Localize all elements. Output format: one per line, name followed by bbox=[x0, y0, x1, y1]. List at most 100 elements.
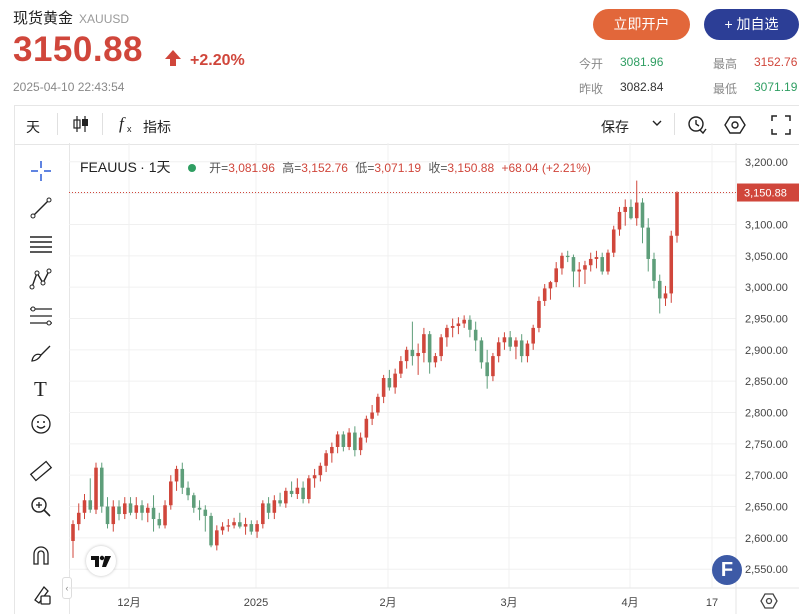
replay-icon[interactable] bbox=[686, 114, 708, 141]
candle-body bbox=[255, 524, 259, 532]
candle-body bbox=[479, 340, 484, 363]
svg-text:T: T bbox=[34, 377, 47, 400]
candle-body bbox=[416, 352, 420, 357]
candle-body bbox=[82, 500, 87, 513]
candle-body bbox=[548, 282, 553, 289]
candle-body bbox=[583, 265, 587, 270]
candle-body bbox=[220, 526, 225, 531]
candle-body bbox=[427, 334, 432, 363]
svg-text:f: f bbox=[119, 114, 126, 133]
candle-body bbox=[330, 446, 334, 454]
x-tick-label: 17 bbox=[706, 597, 718, 609]
low-label: 最低 bbox=[713, 82, 738, 96]
fib-retracement-icon[interactable] bbox=[27, 302, 55, 330]
fullscreen-icon[interactable] bbox=[770, 114, 792, 141]
crosshair-icon[interactable] bbox=[27, 157, 55, 185]
low-value: 3071.19 bbox=[754, 80, 798, 94]
interval-selector[interactable]: 天 bbox=[26, 119, 40, 135]
candle-body bbox=[117, 506, 121, 515]
candle-body bbox=[433, 356, 438, 363]
x-tick-label: 2025 bbox=[244, 597, 268, 609]
candle-body bbox=[71, 524, 75, 541]
candle-body bbox=[318, 465, 323, 476]
candle-body bbox=[134, 505, 139, 513]
x-tick-label: 2月 bbox=[379, 597, 396, 609]
candle-body bbox=[266, 503, 271, 513]
candle-body bbox=[485, 362, 489, 377]
candle-body bbox=[606, 252, 610, 272]
candle-body bbox=[629, 206, 633, 219]
candle-body bbox=[174, 468, 179, 482]
toolbar-divider bbox=[57, 113, 58, 135]
toolbar-divider bbox=[102, 113, 103, 135]
x-tick-label: 3月 bbox=[500, 597, 517, 609]
candle-body bbox=[565, 255, 570, 258]
horizontal-lines-icon[interactable] bbox=[27, 229, 55, 257]
brush-icon[interactable] bbox=[27, 339, 55, 367]
y-tick-label: 2,900.00 bbox=[745, 345, 788, 357]
indicators-button[interactable]: 指标 bbox=[143, 119, 171, 135]
pattern-icon[interactable] bbox=[27, 265, 55, 293]
candle-body bbox=[600, 257, 605, 272]
y-tick-label: 2,700.00 bbox=[745, 470, 788, 482]
candle-body bbox=[364, 418, 369, 438]
candle-body bbox=[215, 530, 219, 546]
series-name: FEAUUS bbox=[80, 159, 137, 175]
current-price: 3150.88 bbox=[13, 30, 144, 69]
y-tick-label: 3,200.00 bbox=[745, 157, 788, 169]
chart-settings-icon[interactable] bbox=[760, 592, 778, 615]
candle-body bbox=[663, 293, 668, 299]
text-tool-icon[interactable]: T bbox=[27, 374, 55, 402]
candle-body bbox=[594, 257, 599, 259]
y-tick-label: 3,100.00 bbox=[745, 219, 788, 231]
candle-body bbox=[324, 453, 328, 466]
save-button[interactable]: 保存 bbox=[601, 119, 629, 135]
candle-body bbox=[243, 524, 248, 527]
candle-body bbox=[312, 475, 317, 479]
ruler-icon[interactable] bbox=[27, 457, 55, 485]
candle-body bbox=[675, 192, 679, 236]
candle-body bbox=[128, 503, 133, 513]
candle-body bbox=[335, 434, 340, 447]
instrument-title: 现货黄金 XAUUSD bbox=[13, 7, 129, 28]
candle-type-icon[interactable] bbox=[72, 114, 90, 139]
magnet-icon[interactable] bbox=[27, 542, 55, 570]
candle-body bbox=[94, 467, 98, 510]
candle-body bbox=[249, 524, 254, 532]
add-watchlist-button[interactable]: + 加自选 bbox=[704, 9, 799, 40]
lock-drawing-icon[interactable] bbox=[27, 580, 55, 608]
candle-body bbox=[111, 506, 116, 525]
candle-body bbox=[197, 507, 202, 510]
high-label: 最高 bbox=[713, 57, 738, 71]
emoji-icon[interactable] bbox=[27, 410, 55, 438]
x-tick-label: 12月 bbox=[117, 597, 140, 609]
chevron-down-icon[interactable] bbox=[651, 116, 663, 135]
open-value: 3081.96 bbox=[620, 55, 664, 69]
candle-body bbox=[623, 206, 628, 212]
candle-body bbox=[301, 487, 305, 499]
legend-close-label: 收= bbox=[428, 161, 448, 175]
candle-body bbox=[496, 342, 501, 357]
open-account-button[interactable]: 立即开户 bbox=[593, 9, 690, 40]
candle-body bbox=[393, 373, 397, 388]
trend-line-icon[interactable] bbox=[27, 194, 55, 222]
candle-body bbox=[410, 349, 415, 357]
candle-body bbox=[387, 378, 392, 388]
settings-icon[interactable] bbox=[724, 114, 746, 141]
y-tick-label: 3,050.00 bbox=[745, 251, 788, 263]
y-tick-label: 2,650.00 bbox=[745, 502, 788, 514]
candle-body bbox=[404, 349, 409, 362]
candle-body bbox=[611, 229, 616, 253]
candlestick-chart[interactable]: 3,200.003,150.003,100.003,050.003,000.00… bbox=[69, 143, 799, 614]
candle-body bbox=[450, 326, 455, 328]
candle-body bbox=[571, 257, 576, 272]
candle-body bbox=[76, 512, 81, 525]
market-status-dot bbox=[187, 164, 196, 173]
candle-body bbox=[640, 202, 645, 228]
legend-high-value: 3,152.76 bbox=[301, 161, 348, 175]
candle-body bbox=[468, 319, 472, 330]
y-tick-label: 2,850.00 bbox=[745, 376, 788, 388]
zoom-in-icon[interactable] bbox=[27, 493, 55, 521]
candle-body bbox=[537, 300, 541, 328]
